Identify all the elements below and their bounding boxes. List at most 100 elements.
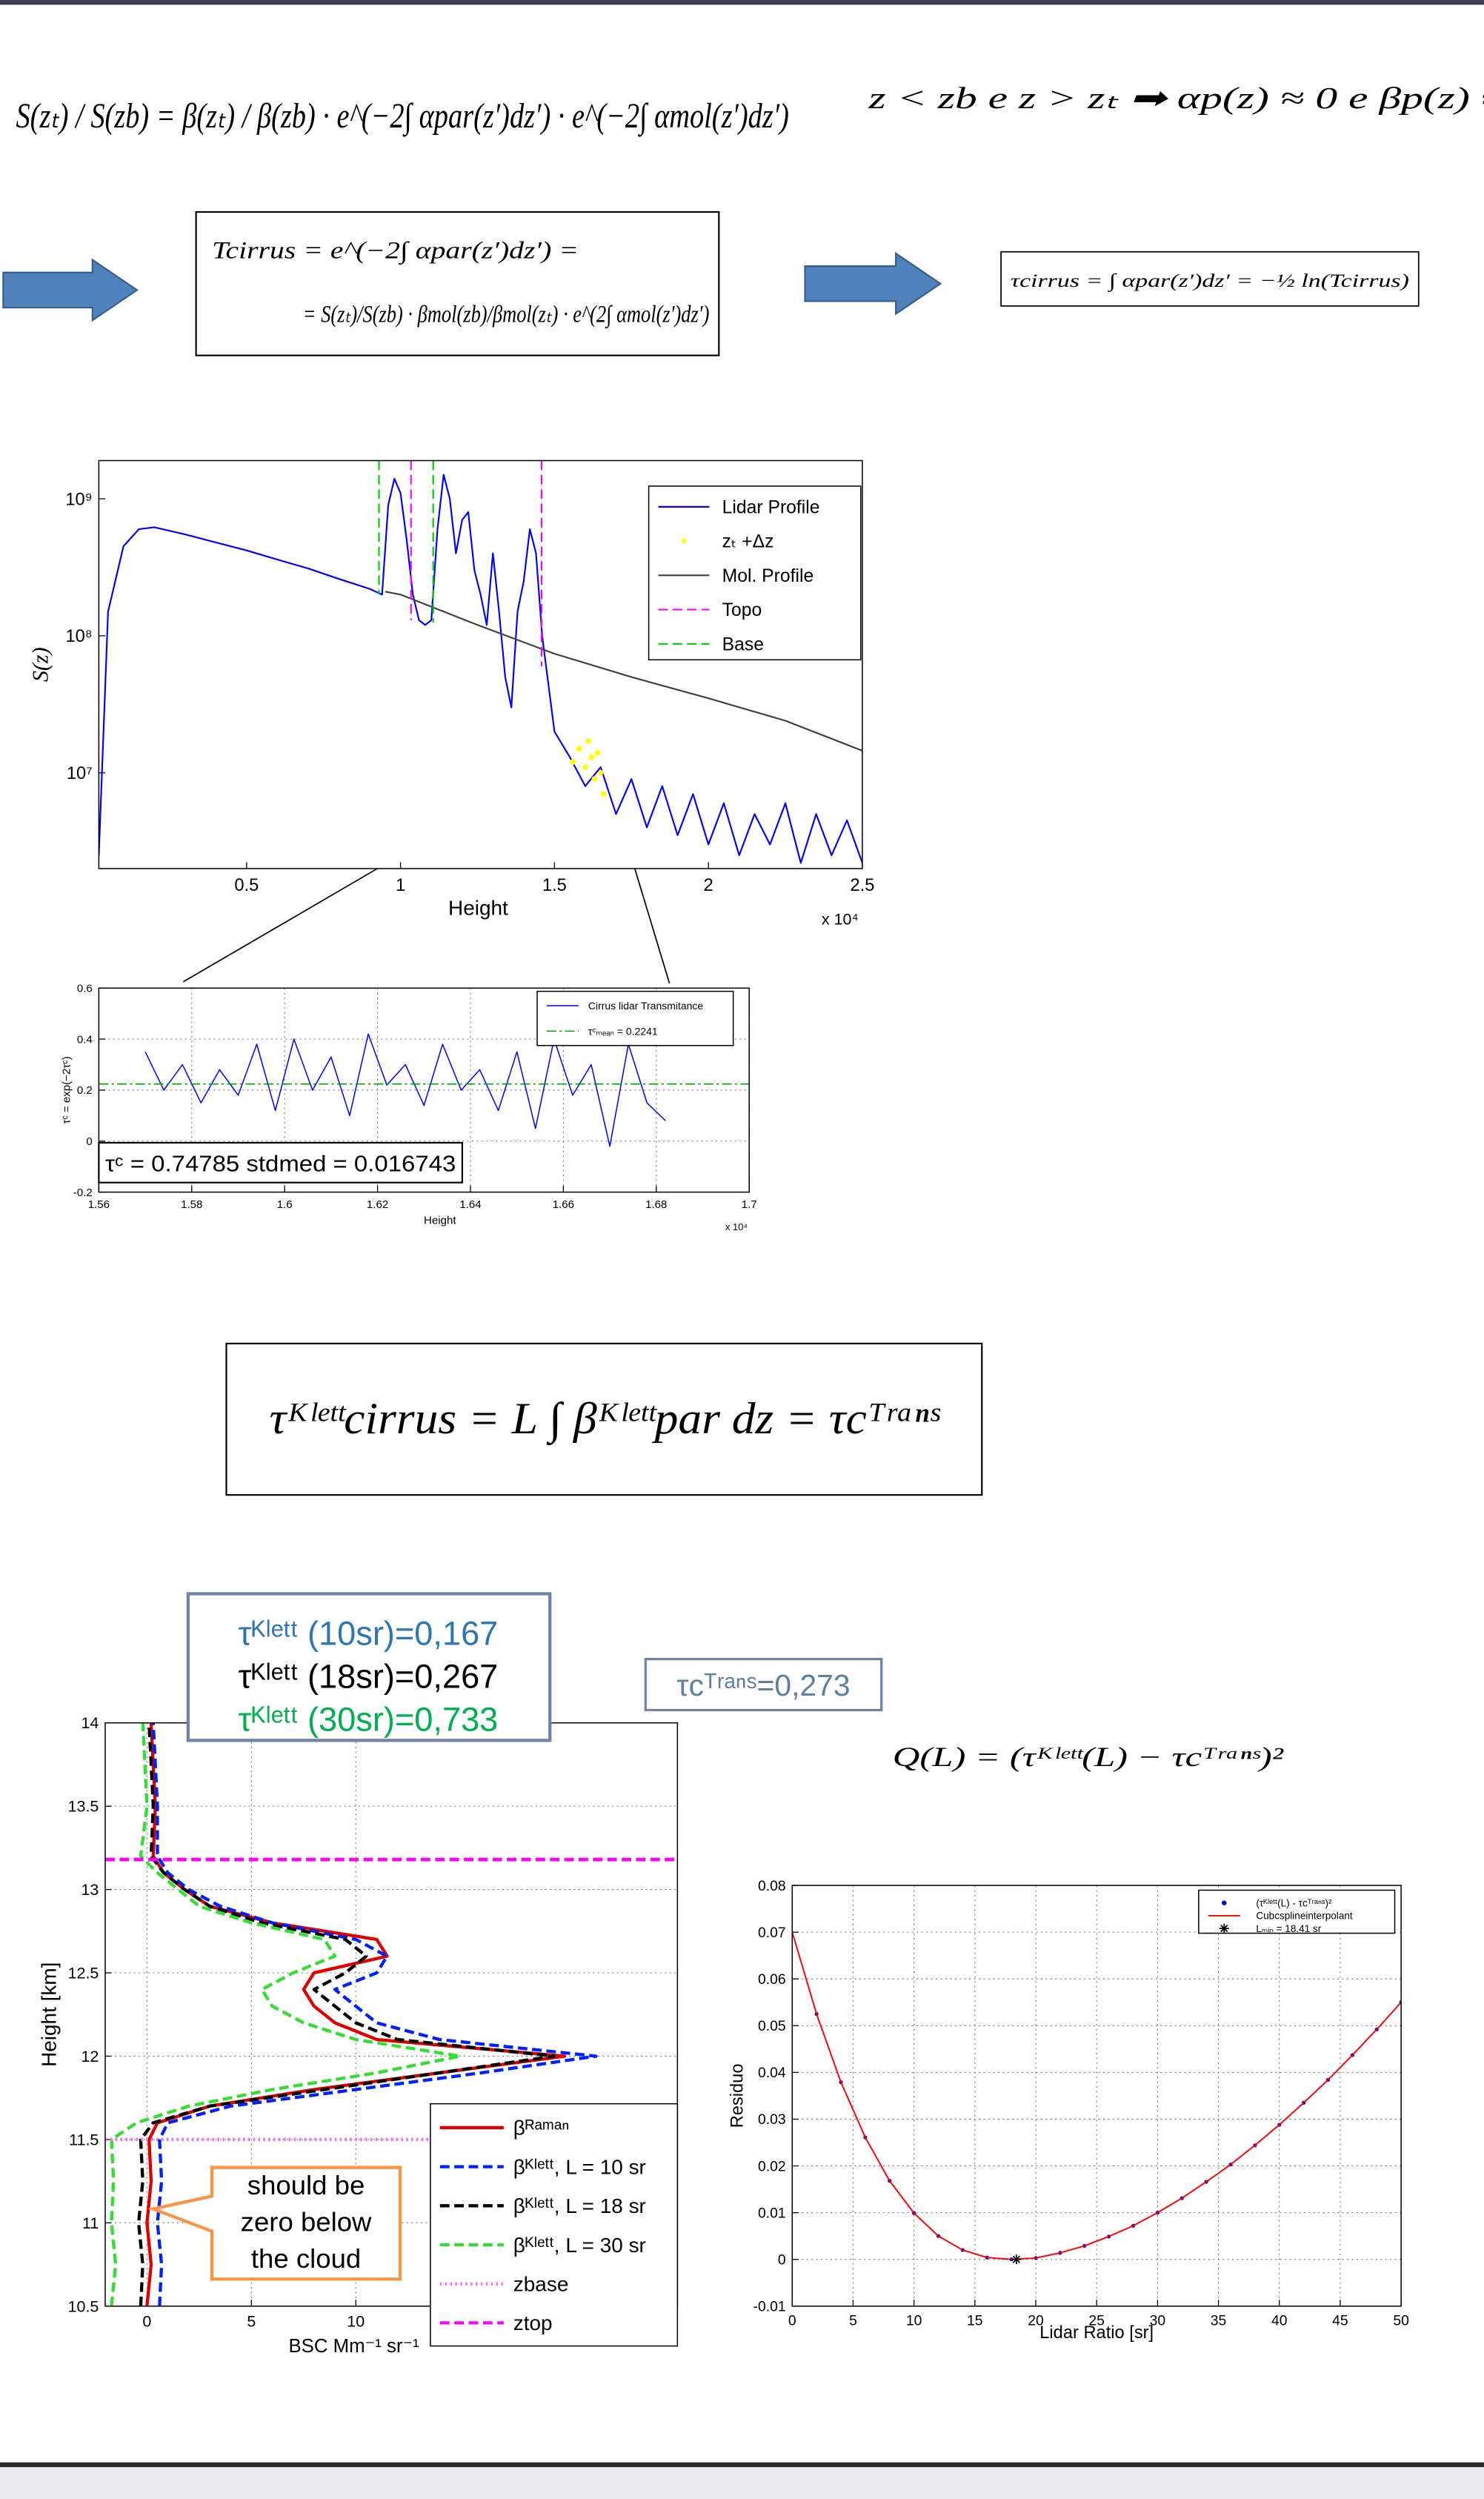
x-axis-label: Height: [424, 1215, 456, 1227]
marker: [591, 776, 598, 783]
series-line: [385, 591, 862, 751]
legend-label: Topo: [722, 600, 762, 620]
x-tick-label: 40: [1271, 2313, 1288, 2329]
x-tick-label: 10: [906, 2313, 922, 2329]
legend-label: Lidar Profile: [722, 498, 820, 518]
y-axis-label: τᶜ = exp(−2τᶜ): [61, 1056, 73, 1124]
marker: [588, 754, 595, 760]
annotation-box: [98, 1141, 463, 1184]
legend-label: τᶜₘₑₐₙ = 0.2241: [588, 1025, 658, 1037]
chart: 0.5 1 1.5 2 2.5 10⁷ 10⁸ 10⁹ Height S(z) x 10⁴ Lidar…: [28, 459, 874, 928]
y-tick-label: 0.08: [758, 1878, 786, 1894]
legend-label: Base: [722, 634, 764, 654]
axis-multiplier: x 10⁴: [822, 910, 859, 928]
equation-ratio: S(zₜ) / S(zb) = β(zₜ) / β(zb) · e^(−2∫ α…: [16, 97, 789, 137]
y-tick-label: 10.5: [68, 2297, 99, 2315]
x-axis-label: Height: [448, 896, 508, 919]
y-tick-label: 10⁷: [67, 764, 93, 783]
x-tick-label: 5: [247, 2313, 256, 2331]
x-tick-label: 1.66: [553, 1198, 574, 1211]
footer: [0, 2466, 1484, 2499]
y-axis-label: Height [km]: [37, 1962, 60, 2067]
legend-label: Mol. Profile: [722, 566, 814, 586]
marker: [585, 738, 591, 745]
y-tick-label: 0.03: [758, 2111, 786, 2128]
series-line: [792, 1931, 1402, 2260]
arrow: [2, 258, 139, 322]
series-line: [99, 474, 862, 864]
equation-box: [225, 1342, 983, 1496]
y-tick-label: 0.07: [758, 1925, 786, 1941]
marker: [1011, 2254, 1022, 2265]
equation-condition: z < zb e z > zₜ ➡ αp(z) ≈ 0 e βp(z) ≈ 0: [868, 82, 1484, 115]
x-tick-label: 1.64: [459, 1198, 481, 1211]
legend-box: [430, 2103, 679, 2347]
x-tick-label: 1.68: [645, 1198, 667, 1211]
legend-label: βᴷˡᵉᵗᵗ, L = 30 sr: [513, 2234, 646, 2257]
callout-text: should be: [247, 2170, 365, 2200]
x-tick-label: 45: [1332, 2313, 1348, 2329]
y-tick-label: 11.5: [69, 2131, 99, 2148]
x-tick-label: 0: [788, 2313, 796, 2329]
y-tick-label: 0.02: [758, 2158, 786, 2174]
series-group: [99, 460, 862, 864]
callout-text: the cloud: [251, 2243, 361, 2274]
axes-frame: [791, 1885, 1402, 2307]
y-tick-label: 11: [82, 2214, 99, 2232]
x-tick-label: 2.5: [850, 876, 874, 895]
x-tick-label: 30: [1150, 2313, 1166, 2329]
x-tick-label: 1.5: [542, 876, 567, 895]
axes-frame: [98, 459, 863, 869]
x-tick-label: 20: [1028, 2313, 1044, 2329]
top-border: [0, 0, 1484, 5]
y-tick-label: 14: [81, 1714, 99, 1732]
legend-box: [648, 485, 862, 661]
legend-marker: [1219, 1923, 1229, 1934]
y-axis-label: S(z): [28, 647, 53, 682]
series-group: [792, 1931, 1402, 2265]
axes-frame: [98, 987, 750, 1193]
legend-label: βᴷˡᵉᵗᵗ, L = 18 sr: [513, 2194, 646, 2217]
series-line: [378, 460, 434, 623]
series-line: [151, 1722, 598, 2306]
y-tick-label: 0.6: [77, 983, 93, 995]
x-tick-label: 0: [142, 2313, 151, 2331]
equation-klett: τᴷˡᵉᵗᵗcirrus = L ∫ βᴷˡᵉᵗᵗpar dz = τcᵀʳᵃⁿ…: [270, 1394, 941, 1446]
y-tick-label: -0.2: [73, 1187, 93, 1199]
y-tick-label: 0: [86, 1135, 92, 1148]
x-tick-label: 1.56: [88, 1198, 110, 1211]
equation-box: [1000, 250, 1420, 307]
x-axis-label: Lidar Ratio [sr]: [1039, 2323, 1154, 2343]
legend-label: Lₘᵢₙ = 18.41 sr: [1256, 1923, 1321, 1934]
x-axis-label: BSC Mm⁻¹ sr⁻¹: [288, 2336, 419, 2357]
y-tick-label: 0.04: [758, 2065, 786, 2081]
y-tick-label: 0.06: [758, 1971, 786, 1988]
x-tick-label: 15: [967, 2313, 983, 2329]
marker: [576, 746, 582, 752]
marker: [594, 749, 601, 756]
legend-marker: [1222, 1900, 1227, 1905]
annotation: τcᵀʳᵃⁿˢ=0,273: [676, 1668, 850, 1702]
x-tick-label: 35: [1211, 2313, 1227, 2329]
y-tick-label: 10⁹: [65, 490, 92, 509]
y-tick-label: 12: [81, 2048, 99, 2065]
legend-box: [1198, 1889, 1396, 1934]
series-line: [410, 460, 543, 666]
equation-transmittance: = S(zₜ)/S(zb) · βmol(zb)/βmol(zₜ) · e^(2…: [303, 300, 710, 328]
legend-box: [536, 990, 734, 1046]
legend-label: zₜ +Δz: [722, 532, 774, 552]
annotation: τᴷˡᵉᵗᵗ (18sr)=0,267: [239, 1657, 499, 1695]
equation-optical-depth: τcirrus = ∫ αpar(z′)dz′ = −½ ln(Tcirrus): [1011, 270, 1409, 292]
equation-residual: Q(L) = (τᴷˡᵉᵗᵗ(L) − τcᵀʳᵃⁿˢ)²: [893, 1742, 1285, 1772]
series-line: [110, 1722, 462, 2306]
series-line: [145, 1722, 567, 2306]
equation-transmittance: Tcirrus = e^(−2∫ αpar(z′)dz′) =: [212, 236, 579, 265]
x-tick-label: 25: [1088, 2313, 1105, 2329]
y-tick-label: 10⁸: [65, 627, 92, 646]
legend-label: Cirrus lidar Transmitance: [588, 1000, 704, 1012]
x-tick-label: 2: [704, 876, 713, 895]
x-tick-label: 5: [849, 2313, 857, 2329]
